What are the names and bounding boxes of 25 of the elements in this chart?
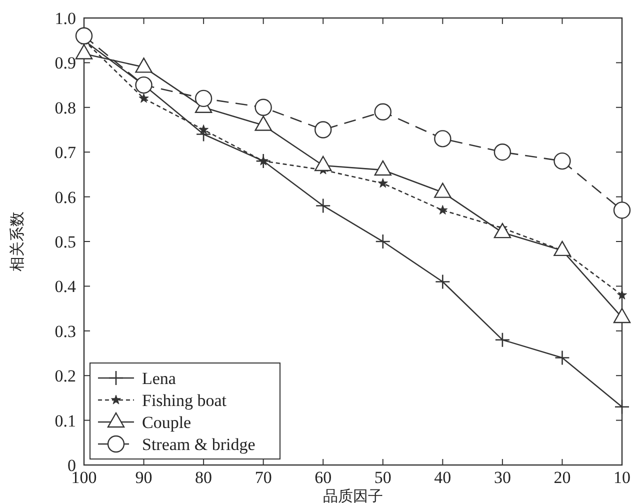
y-tick-label: 0.2 (54, 366, 76, 386)
y-tick-label: 1.0 (54, 8, 76, 28)
legend-label: Stream & bridge (142, 434, 256, 454)
x-tick-label: 70 (254, 468, 272, 487)
y-tick-label: 0.9 (54, 54, 76, 73)
y-tick-label: 0.3 (54, 322, 76, 341)
y-axis-title: 相关系数 (8, 212, 26, 272)
x-tick-label: 90 (135, 468, 152, 487)
y-tick-label: 0.5 (54, 232, 76, 252)
y-tick-label: 0.7 (54, 143, 76, 162)
x-axis-title: 品质因子 (323, 487, 383, 503)
x-tick-label: 30 (494, 468, 511, 487)
legend-label: Fishing boat (142, 390, 227, 410)
x-tick-label: 60 (314, 468, 332, 487)
y-tick-label: 0.8 (54, 98, 76, 118)
y-tick-label: 0.1 (54, 411, 76, 430)
x-tick-label: 50 (374, 468, 392, 487)
legend-label: Lena (142, 368, 176, 388)
x-tick-label: 20 (554, 468, 571, 487)
x-tick-label: 40 (434, 468, 452, 487)
x-tick-label: 10 (614, 468, 630, 487)
legend-label: Couple (142, 412, 192, 432)
x-tick-label: 80 (195, 468, 212, 487)
y-tick-label: 0.6 (54, 188, 76, 207)
y-tick-label: 0.4 (54, 277, 76, 296)
